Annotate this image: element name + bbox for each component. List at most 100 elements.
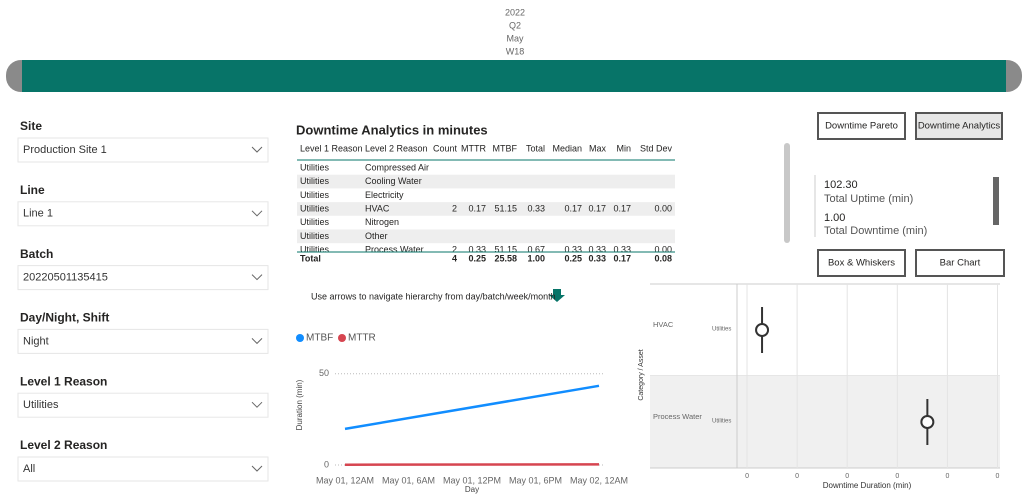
table-cell: 0.33 [588, 245, 606, 255]
column-header: MTTR [461, 143, 486, 153]
table-cell: 0.00 [654, 203, 672, 213]
x-axis-label: Day [465, 485, 479, 494]
dropdown-value: Night [23, 335, 49, 347]
dropdown-value: 20220501135415 [23, 272, 108, 284]
total-cell: 0.08 [654, 253, 672, 263]
filter-label: Line [20, 183, 45, 197]
total-label: Total [300, 253, 321, 263]
table-cell: 51.15 [494, 203, 517, 213]
dropdown[interactable] [17, 328, 269, 354]
y-axis-label: Duration (min) [295, 379, 304, 430]
scrollbar[interactable] [784, 143, 790, 243]
table-cell: Process Water [365, 245, 424, 255]
chevron [251, 210, 263, 217]
column-header: MTBF [493, 143, 518, 153]
table-cell: 0.33 [468, 245, 486, 255]
x-tick-label: May 02, 12AM [570, 475, 628, 485]
table-cell: Electricity [365, 190, 404, 200]
row-band [297, 229, 675, 244]
table-cell: 2 [452, 203, 457, 213]
column-header: Level 1 Reason [300, 143, 363, 153]
table-cell: 0.00 [654, 245, 672, 255]
button[interactable] [915, 249, 1005, 277]
button[interactable] [817, 249, 906, 277]
kpi-value: 102.30 [824, 179, 858, 191]
kpi-value: 1.00 [824, 212, 845, 224]
button[interactable] [817, 112, 906, 140]
hint: Use arrows to navigate hierarchy from da… [311, 291, 556, 301]
timeline-bar[interactable] [22, 60, 1006, 92]
column-header: Std Dev [640, 143, 673, 153]
total-cell: 0.25 [468, 253, 486, 263]
total-bg [297, 252, 675, 266]
button[interactable] [915, 112, 1003, 140]
table-cell: Cooling Water [365, 176, 422, 186]
dropdown-value: Production Site 1 [23, 144, 107, 156]
column-header: Total [526, 143, 545, 153]
dropdown-value: All [23, 463, 35, 475]
button-label: Bar Chart [940, 258, 981, 269]
table-cell: Compressed Air [365, 162, 429, 172]
kpi-label: Total Uptime (min) [824, 193, 913, 205]
table-cell: 2 [452, 245, 457, 255]
table-cell: HVAC [365, 203, 390, 213]
period-label: 2022 [505, 7, 525, 17]
table-cell: 0.17 [468, 203, 486, 213]
dropdown-value: Line 1 [23, 208, 53, 220]
x-tick-label: May 01, 6AM [382, 475, 435, 485]
filter-label: Level 1 Reason [20, 374, 107, 388]
table-cell: Other [365, 231, 388, 241]
total-cell: 0.33 [588, 253, 606, 263]
chevron [251, 338, 263, 345]
button-label: Downtime Pareto [825, 121, 898, 132]
table-title: Downtime Analytics in minutes [296, 122, 488, 137]
x-tick-label: 0 [795, 473, 799, 480]
table-cell: Nitrogen [365, 217, 399, 227]
row-band [297, 202, 675, 216]
chevron [251, 274, 263, 281]
table-cell: 51.15 [494, 245, 517, 255]
dropdown[interactable] [17, 265, 269, 291]
kpi-label: Total Downtime (min) [824, 225, 927, 237]
x-tick-label: 0 [996, 473, 1000, 480]
x-tick-label: 0 [945, 473, 949, 480]
table-cell: Utilities [300, 217, 330, 227]
y-tick-label: 0 [324, 459, 329, 469]
filter-label: Batch [20, 247, 53, 261]
dropdown[interactable] [17, 201, 269, 227]
table-cell: 0.33 [527, 203, 545, 213]
series-line [344, 384, 600, 431]
table-cell: Utilities [300, 231, 330, 241]
total-cell: 25.58 [494, 253, 517, 263]
period-label: May [506, 33, 524, 43]
kpi-scrollbar[interactable] [993, 177, 999, 225]
filter-label: Level 2 Reason [20, 438, 107, 452]
category-label: HVAC [653, 320, 674, 329]
total-cell: 0.25 [564, 253, 582, 263]
x-tick-label: 0 [845, 473, 849, 480]
table-cell: Utilities [300, 190, 330, 200]
row-band [297, 174, 675, 189]
category-label: Process Water [653, 412, 702, 421]
group-label: Utilities [712, 327, 731, 333]
button-label: Box & Whiskers [828, 258, 895, 269]
table-cell: 0.33 [613, 245, 631, 255]
y-axis-label: Category / Asset [638, 349, 645, 400]
table-cell: 0.17 [613, 203, 631, 213]
band [650, 376, 1000, 468]
table-cell: Utilities [300, 162, 330, 172]
chevron [251, 146, 263, 153]
dropdown[interactable] [17, 456, 269, 482]
dropdown[interactable] [17, 137, 269, 163]
table-cell: Utilities [300, 203, 330, 213]
total-cell: 0.17 [613, 253, 631, 263]
dropdown[interactable] [17, 392, 269, 418]
total-cell: 4 [452, 253, 457, 263]
marker [920, 415, 935, 429]
chevron [251, 401, 263, 408]
column-header: Level 2 Reason [365, 143, 428, 153]
legend-dot [338, 334, 346, 342]
marker [755, 323, 770, 337]
drill-arrow[interactable] [549, 289, 565, 302]
